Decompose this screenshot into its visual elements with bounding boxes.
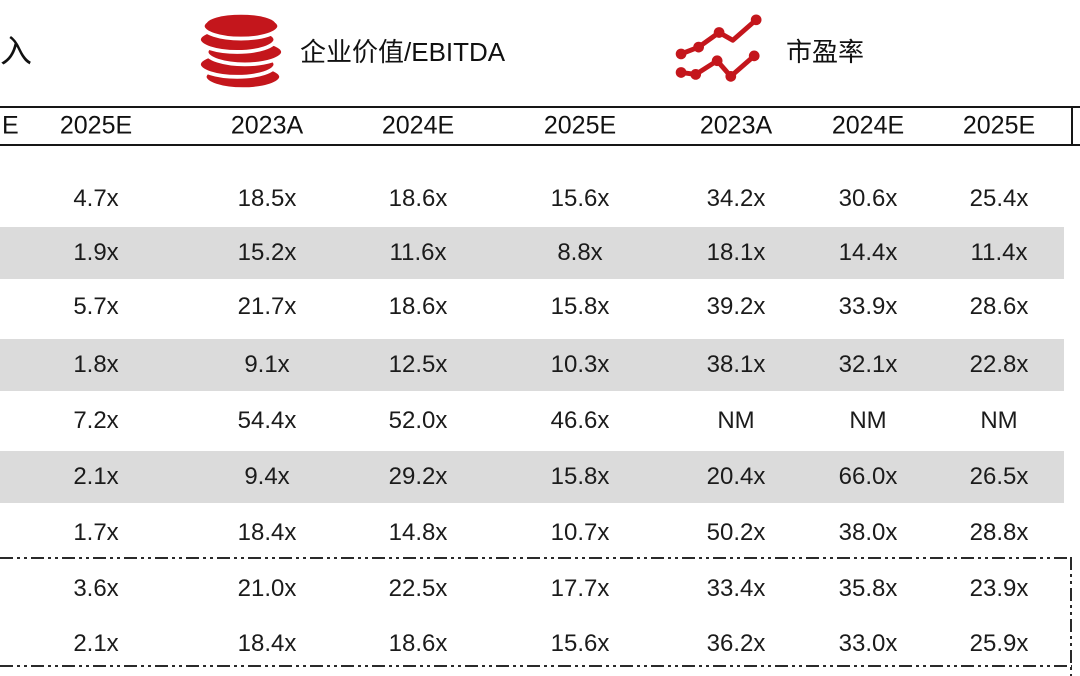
table-cell: NM xyxy=(717,407,755,434)
table-cell: 10.7x xyxy=(550,519,610,546)
line-chart-icon xyxy=(674,12,772,95)
dashed-separator-right xyxy=(1070,557,1072,676)
column-header-partial: E xyxy=(2,111,19,140)
table-cell: 18.6x xyxy=(388,185,448,212)
table-cell: 1.9x xyxy=(73,239,119,266)
header-top-rule xyxy=(0,106,1080,108)
table-cell: 1.7x xyxy=(73,519,119,546)
table-cell: 4.7x xyxy=(73,185,119,212)
table-cell: 18.4x xyxy=(237,519,297,546)
table-cell: 2.1x xyxy=(73,630,119,657)
header-right-rule xyxy=(1071,106,1073,146)
table-cell: 50.2x xyxy=(706,519,766,546)
table-cell: 15.6x xyxy=(550,630,610,657)
table-cell: 15.2x xyxy=(237,239,297,266)
table-cell: 25.4x xyxy=(969,185,1029,212)
table-cell: 38.0x xyxy=(838,519,898,546)
table-cell: 28.6x xyxy=(969,293,1029,320)
table-cell: 9.1x xyxy=(244,351,290,378)
column-header: 2023A xyxy=(230,111,304,140)
table-cell: 18.4x xyxy=(237,630,297,657)
table-cell: 25.9x xyxy=(969,630,1029,657)
table-cell: 38.1x xyxy=(706,351,766,378)
table-cell: 5.7x xyxy=(73,293,119,320)
table-cell: 3.6x xyxy=(73,575,119,602)
table-cell: 52.0x xyxy=(388,407,448,434)
table-cell: 18.6x xyxy=(388,630,448,657)
table-cell: 1.8x xyxy=(73,351,119,378)
table-cell: 14.4x xyxy=(838,239,898,266)
table-cell: 33.9x xyxy=(838,293,898,320)
table-cell: 18.5x xyxy=(237,185,297,212)
table-cell: 12.5x xyxy=(388,351,448,378)
dashed-separator-bottom xyxy=(0,665,1072,667)
table-cell: 21.0x xyxy=(237,575,297,602)
column-header: 2023A xyxy=(699,111,773,140)
table-cell: 22.8x xyxy=(969,351,1029,378)
row-stripe xyxy=(0,227,1064,279)
table-cell: 22.5x xyxy=(388,575,448,602)
table-cell: 15.8x xyxy=(550,293,610,320)
row-stripe xyxy=(0,451,1064,503)
table-cell: 21.7x xyxy=(237,293,297,320)
coins-icon xyxy=(193,8,289,99)
table-cell: 8.8x xyxy=(557,239,603,266)
table-cell: 14.8x xyxy=(388,519,448,546)
column-header: 2025E xyxy=(543,111,617,140)
table-cell: 11.6x xyxy=(389,239,447,266)
table-cell: NM xyxy=(849,407,887,434)
table-cell: 15.6x xyxy=(550,185,610,212)
table-cell: 54.4x xyxy=(237,407,297,434)
table-cell: 18.6x xyxy=(388,293,448,320)
table-cell: 20.4x xyxy=(706,463,766,490)
table-cell: 15.8x xyxy=(550,463,610,490)
table-cell: 11.4x xyxy=(970,239,1028,266)
table-cell: 33.0x xyxy=(838,630,898,657)
ev-ebitda-label: 企业价值/EBITDA xyxy=(300,37,506,67)
table-cell: 39.2x xyxy=(706,293,766,320)
table-cell: 23.9x xyxy=(969,575,1029,602)
header-bottom-rule xyxy=(0,144,1080,146)
revenue-label-partial: 入 xyxy=(0,33,33,69)
dashed-separator-top xyxy=(0,557,1072,559)
table-cell: 28.8x xyxy=(969,519,1029,546)
column-header: 2025E xyxy=(59,111,133,140)
table-cell: 34.2x xyxy=(706,185,766,212)
table-cell: 9.4x xyxy=(244,463,290,490)
column-header: 2025E xyxy=(962,111,1036,140)
table-cell: 17.7x xyxy=(550,575,610,602)
table-cell: 2.1x xyxy=(73,463,119,490)
table-cell: 30.6x xyxy=(838,185,898,212)
table-cell: 46.6x xyxy=(550,407,610,434)
table-cell: 36.2x xyxy=(706,630,766,657)
table-cell: 29.2x xyxy=(388,463,448,490)
table-cell: 32.1x xyxy=(838,351,898,378)
column-header: 2024E xyxy=(831,111,905,140)
table-cell: 26.5x xyxy=(969,463,1029,490)
table-cell: 66.0x xyxy=(838,463,898,490)
column-header: 2024E xyxy=(381,111,455,140)
table-cell: 35.8x xyxy=(838,575,898,602)
table-cell: NM xyxy=(980,407,1018,434)
table-cell: 10.3x xyxy=(550,351,610,378)
row-stripe xyxy=(0,339,1064,391)
pe-ratio-label: 市盈率 xyxy=(786,37,865,67)
table-cell: 33.4x xyxy=(706,575,766,602)
table-cell: 7.2x xyxy=(73,407,119,434)
table-cell: 18.1x xyxy=(706,239,766,266)
